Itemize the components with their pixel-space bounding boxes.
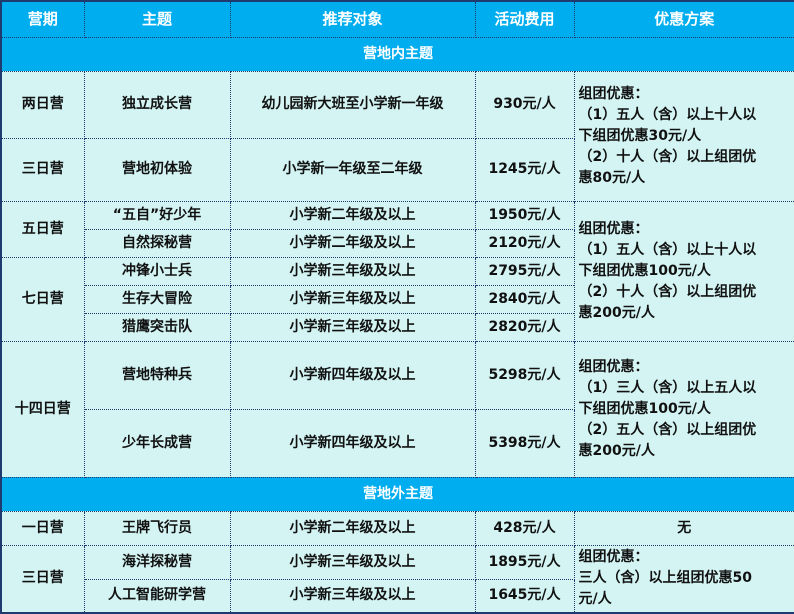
fee: 5298元/人 — [474, 340, 575, 410]
table-row: 一日营 王牌飞行员 小学新二年级及以上 428元/人 无 — [0, 510, 794, 546]
theme: 独立成长营 — [83, 70, 231, 139]
table-row: 十四日营 营地特种兵 小学新四年级及以上 5298元/人 组团优惠： （1）三人… — [0, 340, 794, 478]
fee: 2820元/人 — [474, 312, 575, 342]
fee: 1895元/人 — [474, 544, 575, 580]
offer: 组团优惠： （1）五人（含）以上十人以 下组团优惠100元/人 （2）十人（含）… — [573, 200, 794, 342]
header-target: 推荐对象 — [229, 0, 476, 38]
target: 小学新二年级及以上 — [229, 228, 476, 258]
offer-line: 元/人 — [578, 591, 612, 608]
theme: 猎鹰突击队 — [83, 312, 231, 342]
header-period: 营期 — [0, 0, 85, 38]
theme: “五自”好少年 — [83, 200, 231, 230]
offer-line: （2）十人（含）以上组团优 — [578, 148, 757, 165]
offer-line: （2）五人（含）以上组团优 — [578, 421, 757, 438]
table-row: 人工智能研学营 小学新三年级及以上 1645元/人 — [1, 578, 794, 614]
theme: 少年长成营 — [83, 408, 231, 478]
fee: 2840元/人 — [474, 284, 575, 314]
offer-line: 组团优惠： — [578, 358, 649, 375]
table-row: 猎鹰突击队 小学新三年级及以上 2820元/人 — [1, 312, 794, 342]
theme: 生存大冒险 — [83, 284, 231, 314]
offer-line: 下组团优惠30元/人 — [578, 127, 702, 144]
fee: 1645元/人 — [474, 578, 575, 614]
target: 幼儿园新大班至小学新一年级 — [229, 70, 476, 139]
offer-line: （1）五人（含）以上十人以 — [578, 106, 757, 123]
offer: 无 — [573, 510, 794, 546]
offer-line: 组团优惠： — [578, 220, 649, 237]
offer-line: （1）三人（含）以上五人以 — [578, 379, 757, 396]
target: 小学新三年级及以上 — [229, 578, 476, 614]
offer-line: 三人（含）以上组团优惠50 — [578, 570, 752, 587]
table-row: 自然探秘营 小学新二年级及以上 2120元/人 — [1, 228, 794, 258]
offer-line: （2）十人（含）以上组团优 — [578, 283, 757, 300]
section-offsite: 营地外主题 — [0, 476, 794, 512]
offer-line: 惠80元/人 — [578, 169, 646, 186]
table-row: 少年长成营 小学新四年级及以上 5398元/人 — [1, 408, 794, 478]
offer-line: 组团优惠： — [578, 85, 649, 102]
fee: 1245元/人 — [474, 137, 575, 202]
fee: 1950元/人 — [474, 200, 575, 230]
fee: 930元/人 — [474, 70, 575, 139]
theme: 海洋探秘营 — [83, 544, 231, 580]
offer: 组团优惠： （1）五人（含）以上十人以 下组团优惠30元/人 （2）十人（含）以… — [573, 70, 794, 202]
offer-line: 组团优惠： — [578, 549, 649, 566]
offer-line: 下组团优惠100元/人 — [578, 262, 711, 279]
theme: 人工智能研学营 — [83, 578, 231, 614]
offer: 组团优惠： （1）三人（含）以上五人以 下组团优惠100元/人 （2）五人（含）… — [573, 340, 794, 478]
target: 小学新一年级至二年级 — [229, 137, 476, 202]
target: 小学新四年级及以上 — [229, 340, 476, 410]
period: 五日营 — [0, 200, 85, 258]
table-row: 生存大冒险 小学新三年级及以上 2840元/人 — [1, 284, 794, 314]
target: 小学新二年级及以上 — [229, 510, 476, 546]
section-onsite: 营地内主题 — [0, 36, 794, 72]
target: 小学新三年级及以上 — [229, 312, 476, 342]
period: 十四日营 — [0, 340, 85, 478]
fee: 2795元/人 — [474, 256, 575, 286]
theme: 营地特种兵 — [83, 340, 231, 410]
theme: 冲锋小士兵 — [83, 256, 231, 286]
header-fee: 活动费用 — [474, 0, 575, 38]
period: 三日营 — [0, 544, 85, 614]
theme: 王牌飞行员 — [83, 510, 231, 546]
target: 小学新二年级及以上 — [229, 200, 476, 230]
header-offer: 优惠方案 — [573, 0, 794, 38]
period: 三日营 — [0, 137, 85, 202]
period: 一日营 — [0, 510, 85, 546]
target: 小学新三年级及以上 — [229, 256, 476, 286]
offer-line: 惠200元/人 — [578, 304, 655, 321]
offer: 组团优惠： 三人（含）以上组团优惠50 元/人 — [573, 544, 794, 614]
target: 小学新三年级及以上 — [229, 284, 476, 314]
header-theme: 主题 — [83, 0, 231, 38]
offer-line: 下组团优惠100元/人 — [578, 400, 711, 417]
table-row: 五日营 “五自”好少年 小学新二年级及以上 1950元/人 组团优惠： （1）五… — [0, 200, 794, 342]
target: 小学新四年级及以上 — [229, 408, 476, 478]
fee: 428元/人 — [474, 510, 575, 546]
table-row: 两日营 独立成长营 幼儿园新大班至小学新一年级 930元/人 组团优惠： （1）… — [0, 70, 794, 202]
period: 七日营 — [0, 256, 85, 342]
table-row: 三日营 海洋探秘营 小学新三年级及以上 1895元/人 组团优惠： 三人（含）以… — [0, 544, 794, 614]
period: 两日营 — [0, 70, 85, 139]
fee: 5398元/人 — [474, 408, 575, 478]
header-row: 营期 主题 推荐对象 活动费用 优惠方案 — [0, 0, 794, 38]
table-row: 七日营 冲锋小士兵 小学新三年级及以上 2795元/人 — [0, 256, 794, 342]
offer-line: 惠200元/人 — [578, 442, 655, 459]
offer-line: （1）五人（含）以上十人以 — [578, 241, 757, 258]
theme: 自然探秘营 — [83, 228, 231, 258]
fee: 2120元/人 — [474, 228, 575, 258]
target: 小学新三年级及以上 — [229, 544, 476, 580]
table-row: 三日营 营地初体验 小学新一年级至二年级 1245元/人 — [0, 137, 794, 202]
theme: 营地初体验 — [83, 137, 231, 202]
